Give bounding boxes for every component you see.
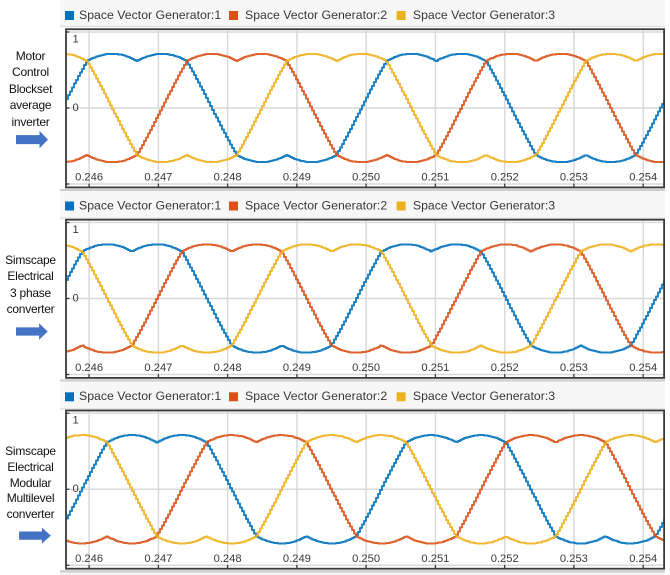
svg-text:0.252: 0.252 bbox=[491, 553, 519, 565]
svg-text:0.252: 0.252 bbox=[491, 172, 519, 184]
svg-text:1: 1 bbox=[73, 224, 79, 236]
svg-text:0.246: 0.246 bbox=[75, 362, 103, 374]
svg-text:0: 0 bbox=[73, 102, 79, 114]
svg-text:0.254: 0.254 bbox=[629, 553, 657, 565]
svg-text:0.249: 0.249 bbox=[283, 362, 311, 374]
svg-text:0.248: 0.248 bbox=[214, 172, 242, 184]
svg-text:0.249: 0.249 bbox=[283, 172, 311, 184]
svg-text:Space Vector Generator:2: Space Vector Generator:2 bbox=[245, 389, 387, 403]
svg-text:0.248: 0.248 bbox=[214, 553, 242, 565]
svg-text:0.254: 0.254 bbox=[629, 362, 657, 374]
svg-text:0.247: 0.247 bbox=[144, 172, 172, 184]
svg-text:0: 0 bbox=[73, 292, 79, 304]
svg-text:0.247: 0.247 bbox=[144, 362, 172, 374]
svg-text:Space Vector Generator:3: Space Vector Generator:3 bbox=[413, 8, 555, 22]
svg-text:0.250: 0.250 bbox=[352, 553, 380, 565]
svg-text:0.246: 0.246 bbox=[75, 553, 103, 565]
svg-text:1: 1 bbox=[73, 33, 79, 45]
svg-text:Space Vector Generator:2: Space Vector Generator:2 bbox=[245, 8, 387, 22]
svg-text:1: 1 bbox=[73, 415, 79, 427]
svg-text:Space Vector Generator:1: Space Vector Generator:1 bbox=[79, 198, 221, 212]
svg-text:Space Vector Generator:1: Space Vector Generator:1 bbox=[79, 8, 221, 22]
svg-text:Space Vector Generator:3: Space Vector Generator:3 bbox=[413, 198, 555, 212]
svg-text:0: 0 bbox=[73, 483, 79, 495]
svg-text:Space Vector Generator:2: Space Vector Generator:2 bbox=[245, 198, 387, 212]
svg-text:0.251: 0.251 bbox=[421, 172, 449, 184]
svg-text:Space Vector Generator:3: Space Vector Generator:3 bbox=[413, 389, 555, 403]
svg-text:0.250: 0.250 bbox=[352, 172, 380, 184]
svg-text:0.250: 0.250 bbox=[352, 362, 380, 374]
svg-text:0.252: 0.252 bbox=[491, 362, 519, 374]
svg-text:0.254: 0.254 bbox=[629, 172, 657, 184]
svg-text:0.247: 0.247 bbox=[144, 553, 172, 565]
svg-text:0.248: 0.248 bbox=[214, 362, 242, 374]
svg-text:Space Vector Generator:1: Space Vector Generator:1 bbox=[79, 389, 221, 403]
svg-text:0.249: 0.249 bbox=[283, 553, 311, 565]
svg-text:0.253: 0.253 bbox=[560, 553, 588, 565]
svg-text:0.253: 0.253 bbox=[560, 172, 588, 184]
svg-text:0.246: 0.246 bbox=[75, 172, 103, 184]
svg-text:0.253: 0.253 bbox=[560, 362, 588, 374]
svg-text:0.251: 0.251 bbox=[421, 362, 449, 374]
svg-text:0.251: 0.251 bbox=[421, 553, 449, 565]
